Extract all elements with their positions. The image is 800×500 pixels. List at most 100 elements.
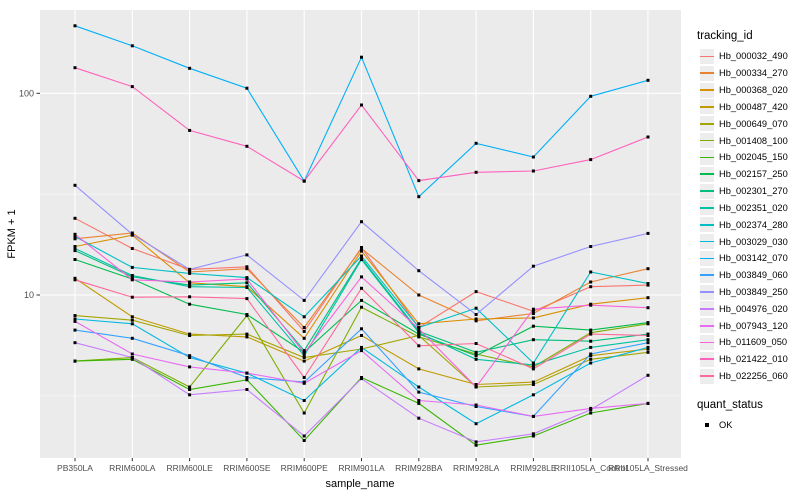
legend-item-label: Hb_011609_050	[719, 337, 788, 348]
data-point-marker	[646, 231, 650, 235]
legend-item: Hb_007943_120	[690, 317, 800, 334]
data-point-marker	[73, 319, 77, 323]
x-tick-label: RRIM928LA	[453, 463, 500, 473]
data-point-marker	[417, 416, 421, 420]
data-point-marker	[302, 399, 306, 402]
data-point-marker	[360, 254, 363, 258]
data-point-marker	[589, 406, 593, 410]
legend-line-swatch	[700, 351, 714, 367]
legend-line-swatch	[700, 250, 714, 266]
data-point-marker	[245, 378, 249, 382]
data-point-marker	[531, 383, 535, 386]
data-point-marker	[531, 307, 535, 311]
legend-item-label: Hb_003142_070	[719, 253, 788, 264]
data-point-marker	[130, 357, 134, 361]
data-point-marker	[646, 373, 650, 377]
data-point-marker	[417, 401, 421, 405]
legend-item-label: OK	[719, 419, 733, 430]
data-point-marker	[474, 443, 478, 447]
data-point-marker	[417, 344, 421, 348]
legend-line-swatch	[700, 200, 714, 216]
data-point-marker	[589, 352, 593, 356]
data-point-marker	[73, 216, 77, 220]
legend-line-swatch	[700, 267, 714, 283]
legend-line-swatch	[700, 284, 714, 300]
data-point-marker	[73, 258, 77, 261]
legend-item: Hb_004976_020	[690, 300, 800, 317]
legend-item-label: Hb_004976_020	[719, 303, 788, 314]
data-point-marker	[188, 271, 192, 275]
plot-panel	[40, 10, 681, 458]
legend-line-swatch	[700, 166, 714, 182]
data-point-marker	[531, 434, 535, 438]
data-point-marker	[360, 347, 363, 351]
legend: tracking_id Hb_000032_490 Hb_000334_270 Hb…	[690, 30, 800, 433]
data-point-marker	[646, 267, 650, 271]
legend-item: Hb_003142_070	[690, 250, 800, 267]
data-point-marker	[188, 334, 192, 337]
legend-line-swatch	[700, 99, 714, 115]
legend-item-label: Hb_001408_100	[719, 135, 788, 146]
data-point-marker	[589, 270, 593, 274]
data-point-marker	[417, 195, 421, 199]
data-point-marker	[531, 393, 535, 397]
data-point-marker	[245, 281, 249, 285]
data-point-marker	[474, 385, 478, 389]
data-point-marker	[474, 350, 478, 354]
data-point-marker	[130, 322, 134, 326]
legend-line-swatch	[700, 318, 714, 334]
legend-item: Hb_000032_490	[690, 48, 800, 65]
legend-item: Hb_022256_060	[690, 368, 800, 385]
data-point-marker	[188, 302, 192, 306]
data-point-marker	[302, 329, 306, 333]
data-point-marker	[474, 313, 478, 316]
data-point-marker	[302, 349, 306, 353]
data-point-marker	[73, 232, 77, 236]
data-point-marker	[474, 290, 478, 294]
data-point-marker	[302, 326, 306, 329]
data-point-marker	[360, 275, 363, 279]
data-point-marker	[130, 318, 134, 322]
data-point-marker	[360, 249, 363, 253]
legend-item-label: Hb_022256_060	[719, 371, 788, 382]
data-point-marker	[417, 335, 421, 339]
data-point-marker	[130, 44, 134, 48]
data-point-marker	[646, 347, 650, 351]
data-point-marker	[73, 314, 77, 318]
data-point-marker	[474, 306, 478, 310]
data-point-marker	[360, 345, 363, 349]
legend-item: Hb_000487_420	[690, 98, 800, 115]
data-point-marker	[589, 339, 593, 343]
data-point-marker	[417, 327, 421, 331]
data-point-marker	[302, 439, 306, 442]
legend-item-label: Hb_002351_020	[719, 202, 788, 213]
data-point-marker	[589, 158, 593, 162]
legend-item: Hb_003849_250	[690, 284, 800, 301]
data-point-marker	[474, 357, 478, 361]
data-point-marker	[73, 237, 77, 241]
data-point-marker	[360, 377, 363, 381]
x-tick-label: RRIM928LE	[510, 463, 557, 473]
data-point-marker	[474, 354, 478, 358]
y-axis-title: FPKM + 1	[6, 209, 18, 258]
data-point-marker	[531, 363, 535, 367]
data-point-marker	[589, 280, 593, 284]
data-point-marker	[646, 78, 650, 82]
data-point-marker	[302, 315, 306, 319]
legend-line-swatch	[700, 217, 714, 233]
data-point-marker	[188, 283, 192, 287]
legend-item: Hb_021422_010	[690, 351, 800, 368]
data-point-marker	[531, 367, 535, 371]
legend-line-swatch	[700, 334, 714, 350]
data-point-marker	[531, 264, 535, 268]
data-point-marker	[188, 295, 192, 299]
data-point-marker	[73, 278, 77, 282]
data-point-marker	[417, 331, 421, 335]
data-point-marker	[531, 338, 535, 342]
data-point-marker	[188, 354, 192, 358]
data-point-marker	[73, 24, 77, 28]
data-point-marker	[245, 376, 249, 379]
data-point-marker	[360, 305, 363, 309]
legend-items: Hb_000032_490 Hb_000334_270 Hb_000368_020 H…	[690, 48, 800, 385]
data-point-marker	[531, 316, 535, 320]
